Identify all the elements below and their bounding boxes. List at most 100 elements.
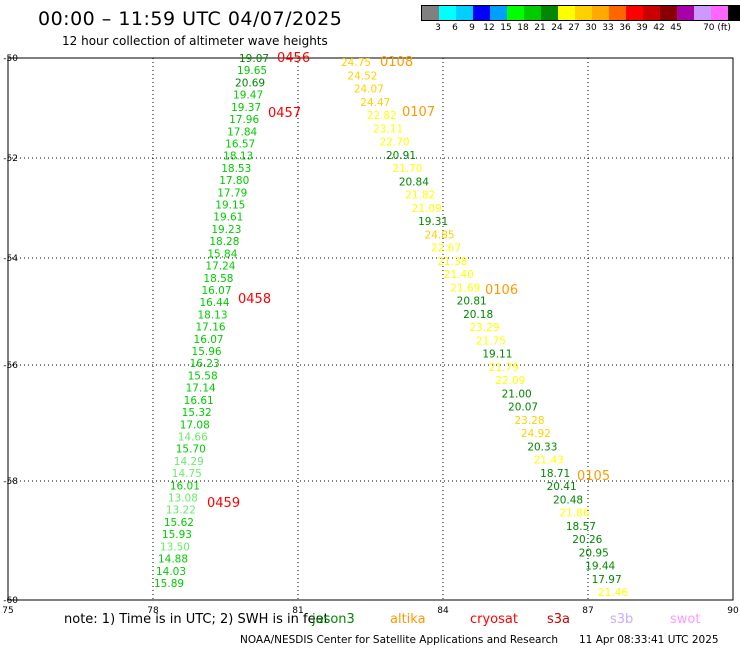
jason3-swh-value: 16.44 [199,297,229,309]
legend-label: 27 [568,23,580,33]
footnote: note: 1) Time is in UTC; 2) SWH is in fe… [64,612,329,627]
altika-swh-value: 21.79 [489,362,519,374]
altika-swh-value: 20.07 [508,402,538,414]
jason3-swh-value: 18.28 [209,236,239,248]
altika-swh-value: 24.52 [347,70,377,82]
altika-swh-value: 22.82 [367,110,397,122]
legend-label: 9 [469,23,475,33]
jason3-swh-value: 18.58 [203,273,233,285]
jason3-swh-value: 18.13 [223,151,253,163]
pass-time-label: 0106 [485,283,518,298]
jason3-swh-value: 15.93 [162,529,192,541]
altika-swh-value: 20.95 [579,547,609,559]
jason3-swh-value: 15.84 [207,248,237,260]
satellite-label-swot: swot [670,612,701,627]
legend-swatch [456,6,473,20]
y-tick-label: -60 [3,596,18,606]
altika-swh-value: 21.43 [534,455,564,467]
altika-swh-value: 20.48 [553,494,583,506]
legend-color-bar [421,5,740,21]
legend-label: 6 [452,23,458,33]
jason3-swh-value: 13.22 [166,505,196,517]
jason3-swh-value: 18.53 [221,163,251,175]
jason3-swh-value: 19.07 [239,53,269,65]
altika-swh-value: 21.00 [502,388,532,400]
legend-label: 30 [585,23,597,33]
jason3-swh-value: 19.37 [231,102,261,114]
legend-label: 21 [534,23,546,33]
jason3-swh-value: 17.80 [219,175,249,187]
altika-swh-value: 20.18 [463,309,493,321]
altika-swh-value: 19.44 [585,561,615,573]
pass-time-label: 0459 [207,496,240,511]
legend-swatch [473,6,490,20]
pass-time-label: 0105 [577,469,610,484]
altika-swh-value: 22.67 [431,243,461,255]
legend-label: 42 [653,23,665,33]
jason3-swh-value: 13.08 [168,493,198,505]
satellite-label-altika: altika [390,612,426,627]
altika-swh-value: 20.41 [547,481,577,493]
satellite-label-cryosat: cryosat [470,612,518,627]
legend-labels: 3 6 9 12 15 18 21 24 27 30 33 36 39 42 45 70 (ft) [421,21,740,35]
jason3-swh-value: 16.57 [225,138,255,150]
legend-swatch [592,6,609,20]
altika-swh-value: 24.92 [521,428,551,440]
jason3-swh-value: 17.84 [227,126,257,138]
satellite-label-s3a: s3a [547,612,571,627]
jason3-swh-value: 16.01 [170,480,200,492]
altika-swh-value: 24.47 [360,97,390,109]
altika-swh-value: 21.75 [476,335,506,347]
legend-swatch [558,6,575,20]
x-tick-label: 84 [437,606,449,616]
altika-swh-value: 24.85 [425,229,455,241]
jason3-swh-value: 13.50 [160,541,190,553]
legend-swatch [711,6,728,20]
jason3-swh-value: 19.65 [237,65,267,77]
legend-swatch [609,6,626,20]
legend-swatch [626,6,643,20]
x-tick-label: 81 [292,606,303,616]
legend-swatch [728,6,740,20]
legend-swatch [422,6,439,20]
jason3-swh-value: 15.96 [192,346,222,358]
jason3-swh-value: 17.08 [180,419,210,431]
jason3-swh-value: 14.88 [158,554,188,566]
y-tick-label: -50 [3,54,18,64]
legend-swatch [541,6,558,20]
jason3-swh-value: 17.96 [229,114,259,126]
legend-label: 45 [670,23,682,33]
pass-time-label: 0456 [277,51,310,66]
legend-swatch [694,6,711,20]
x-tick-label: 78 [147,606,159,616]
jason3-swh-value: 15.70 [176,444,206,456]
x-tick-label: 75 [2,606,13,616]
altika-swh-value: 22.70 [380,137,410,149]
jason3-swh-value: 16.23 [190,358,220,370]
legend-label: 12 [483,23,495,33]
jason3-swh-value: 14.66 [178,431,208,443]
map-frame [7,57,734,601]
jason3-swh-value: 19.23 [211,224,241,236]
jason3-swh-value: 14.29 [174,456,204,468]
generated-timestamp: 11 Apr 08:33:41 UTC 2025 [579,634,719,646]
altika-swh-value: 21.86 [559,508,589,520]
altika-swh-value: 20.81 [457,296,487,308]
credit-line: NOAA/NESDIS Center for Satellite Applica… [240,634,558,646]
legend-label: 36 [619,23,631,33]
legend-label: 3 [435,23,441,33]
altika-swh-value: 23.28 [514,415,544,427]
jason3-swh-value: 19.47 [233,90,263,102]
altika-swh-value: 21.38 [437,256,467,268]
jason3-swh-value: 17.16 [196,322,226,334]
altika-swh-value: 21.40 [444,269,474,281]
legend-label: 70 (ft) [703,23,731,33]
legend-swatch [490,6,507,20]
jason3-swh-value: 15.89 [154,578,184,590]
legend-swatch [643,6,660,20]
altika-swh-value: 17.97 [592,574,622,586]
jason3-swh-value: 19.15 [215,200,245,212]
altika-swh-value: 21.09 [412,203,442,215]
altika-swh-value: 23.29 [470,322,500,334]
